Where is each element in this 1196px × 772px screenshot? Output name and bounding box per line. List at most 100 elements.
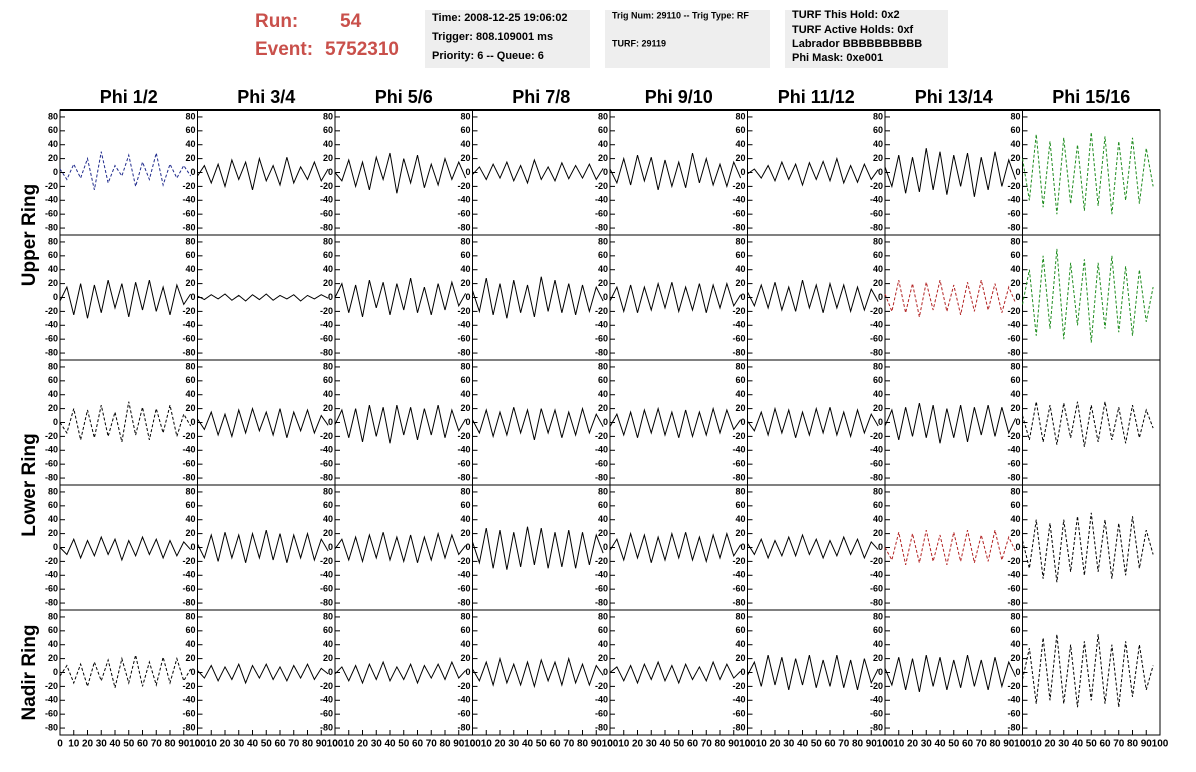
waveform bbox=[747, 655, 879, 690]
y-tick-label: -20 bbox=[45, 681, 58, 691]
y-tick-label: -20 bbox=[320, 431, 333, 441]
x-tick-label: 50 bbox=[1086, 739, 1098, 750]
x-tick-label: 90 bbox=[178, 739, 190, 750]
column-title: Phi 3/4 bbox=[237, 87, 295, 107]
y-tick-label: -60 bbox=[457, 584, 470, 594]
y-tick-label: 80 bbox=[460, 236, 470, 246]
x-tick-label: 80 bbox=[852, 739, 864, 750]
y-tick-label: -60 bbox=[320, 584, 333, 594]
y-tick-label: 20 bbox=[323, 153, 333, 163]
y-tick-label: 40 bbox=[873, 264, 883, 274]
y-tick-label: 40 bbox=[598, 639, 608, 649]
y-tick-label: 20 bbox=[48, 653, 58, 663]
y-tick-label: -80 bbox=[595, 347, 608, 357]
y-tick-label: 20 bbox=[873, 403, 883, 413]
y-tick-label: -40 bbox=[45, 320, 58, 330]
y-tick-label: -40 bbox=[457, 195, 470, 205]
y-tick-label: -40 bbox=[870, 320, 883, 330]
panel-frame bbox=[197, 234, 336, 361]
panel-frame bbox=[334, 109, 473, 236]
x-tick-label: 40 bbox=[109, 739, 121, 750]
y-tick-label: -60 bbox=[182, 584, 195, 594]
y-tick-label: -60 bbox=[45, 459, 58, 469]
y-tick-label: -20 bbox=[182, 306, 195, 316]
waveform bbox=[472, 158, 604, 185]
waveform bbox=[197, 156, 329, 190]
y-tick-label: -20 bbox=[1007, 306, 1020, 316]
y-tick-label: -40 bbox=[182, 570, 195, 580]
y-tick-label: 60 bbox=[873, 250, 883, 260]
y-tick-label: 80 bbox=[323, 361, 333, 371]
y-tick-label: 40 bbox=[1010, 514, 1020, 524]
y-tick-label: -40 bbox=[595, 195, 608, 205]
y-tick-label: -80 bbox=[595, 722, 608, 732]
y-tick-label: 20 bbox=[873, 278, 883, 288]
y-tick-label: -40 bbox=[457, 445, 470, 455]
panel-frame bbox=[1022, 484, 1161, 611]
y-tick-label: -80 bbox=[870, 722, 883, 732]
y-tick-label: -80 bbox=[45, 347, 58, 357]
x-tick-label: 80 bbox=[714, 739, 726, 750]
x-tick-label: 40 bbox=[797, 739, 809, 750]
y-tick-label: -20 bbox=[870, 556, 883, 566]
y-tick-label: 60 bbox=[1010, 375, 1020, 385]
y-tick-label: 80 bbox=[185, 111, 195, 121]
x-tick-label: 100 bbox=[189, 739, 206, 750]
y-tick-label: 0 bbox=[1015, 417, 1020, 427]
waveform bbox=[334, 531, 467, 564]
y-tick-label: 0 bbox=[190, 167, 195, 177]
y-tick-label: 0 bbox=[328, 667, 333, 677]
y-tick-label: -40 bbox=[182, 445, 195, 455]
y-tick-label: 0 bbox=[878, 292, 883, 302]
info-text: Phi Mask: 0xe001 bbox=[792, 52, 883, 64]
waveform bbox=[747, 533, 879, 560]
y-tick-label: 20 bbox=[1010, 153, 1020, 163]
y-tick-label: 60 bbox=[1010, 500, 1020, 510]
y-tick-label: -80 bbox=[457, 347, 470, 357]
x-tick-label: 50 bbox=[123, 739, 135, 750]
x-tick-label: 100 bbox=[739, 739, 756, 750]
y-tick-label: -60 bbox=[870, 459, 883, 469]
waveform bbox=[197, 293, 329, 302]
y-tick-label: -20 bbox=[1007, 556, 1020, 566]
x-tick-label: 20 bbox=[769, 739, 781, 750]
y-tick-label: -80 bbox=[1007, 472, 1020, 482]
y-tick-label: -40 bbox=[870, 695, 883, 705]
panel-frame bbox=[197, 359, 336, 486]
y-tick-label: -60 bbox=[1007, 334, 1020, 344]
event-number: 5752310 bbox=[325, 39, 399, 60]
y-tick-label: -20 bbox=[1007, 431, 1020, 441]
y-tick-label: -60 bbox=[182, 209, 195, 219]
x-tick-label: 70 bbox=[1113, 739, 1125, 750]
x-tick-label: 60 bbox=[962, 739, 974, 750]
y-tick-label: -60 bbox=[1007, 209, 1020, 219]
y-tick-label: 0 bbox=[465, 167, 470, 177]
y-tick-label: -60 bbox=[1007, 584, 1020, 594]
y-tick-label: -60 bbox=[45, 209, 58, 219]
y-tick-label: -80 bbox=[870, 597, 883, 607]
y-tick-label: -20 bbox=[870, 306, 883, 316]
y-tick-label: -60 bbox=[320, 209, 333, 219]
y-tick-label: -80 bbox=[732, 722, 745, 732]
waveform bbox=[472, 656, 604, 689]
y-tick-label: 40 bbox=[460, 264, 470, 274]
y-tick-label: -40 bbox=[45, 570, 58, 580]
y-tick-label: -40 bbox=[182, 320, 195, 330]
y-tick-label: 20 bbox=[735, 528, 745, 538]
y-tick-label: -40 bbox=[870, 570, 883, 580]
y-tick-label: -40 bbox=[732, 195, 745, 205]
y-tick-label: -40 bbox=[595, 570, 608, 580]
y-tick-label: 0 bbox=[190, 667, 195, 677]
y-tick-label: 40 bbox=[873, 139, 883, 149]
y-tick-label: -80 bbox=[457, 597, 470, 607]
waveform bbox=[884, 280, 1017, 318]
y-tick-label: 40 bbox=[323, 514, 333, 524]
y-tick-label: 0 bbox=[465, 667, 470, 677]
y-tick-label: -20 bbox=[457, 431, 470, 441]
y-tick-label: -80 bbox=[732, 597, 745, 607]
y-tick-label: -40 bbox=[320, 445, 333, 455]
row-label: Nadir Ring bbox=[19, 624, 40, 720]
y-tick-label: -80 bbox=[457, 722, 470, 732]
panel-frame bbox=[59, 484, 198, 611]
y-tick-label: 60 bbox=[1010, 250, 1020, 260]
